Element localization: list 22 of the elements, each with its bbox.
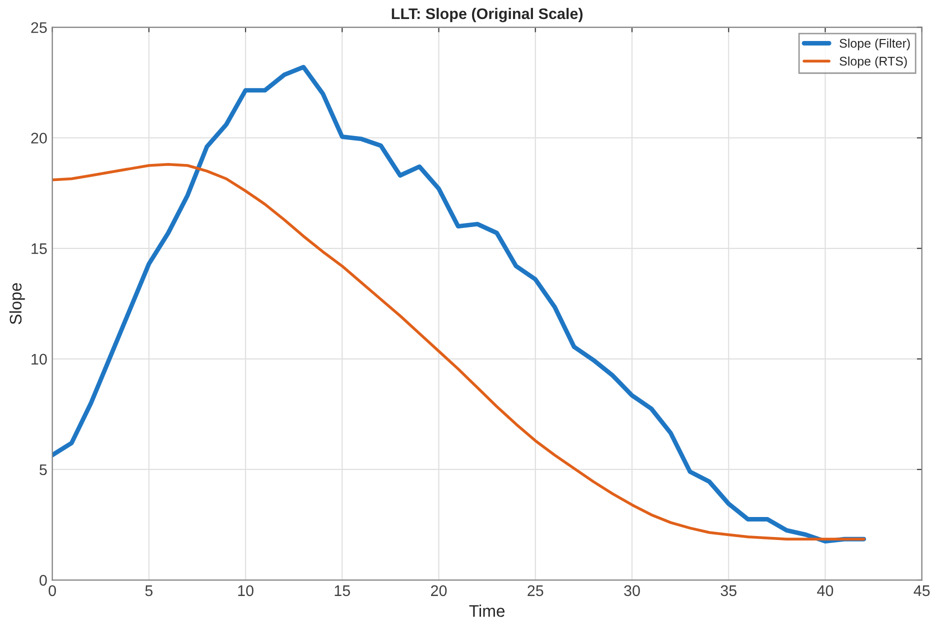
x-tick-label: 5 [145, 585, 153, 596]
line-series [52, 163, 866, 541]
chart-title: LLT: Slope (Original Scale) [392, 8, 583, 22]
x-tick-label: 15 [334, 585, 350, 596]
x-tick-label: 40 [817, 585, 834, 596]
x-tick-label: 30 [624, 585, 640, 596]
x-tick-label: 25 [528, 585, 544, 596]
x-tick-label: 10 [238, 585, 254, 596]
x-tick-label: 20 [431, 585, 447, 596]
y-tick-label: 15 [32, 243, 47, 254]
x-tick-label: 35 [720, 585, 736, 596]
y-tick-label: 25 [31, 22, 47, 34]
legend-label: Slope (RTS) [840, 56, 907, 68]
y-axis-title: Slope [9, 283, 25, 324]
y-tick-label: 20 [31, 132, 47, 144]
x-axis-title: Time [469, 604, 505, 617]
y-tick-label: 5 [40, 464, 47, 476]
x-tick-label: 45 [914, 585, 930, 596]
x-tick-label: 0 [48, 585, 56, 596]
y-tick-label: 0 [40, 574, 47, 586]
legend-label: Slope (Filter) [840, 38, 910, 50]
y-tick-label: 10 [32, 354, 47, 365]
